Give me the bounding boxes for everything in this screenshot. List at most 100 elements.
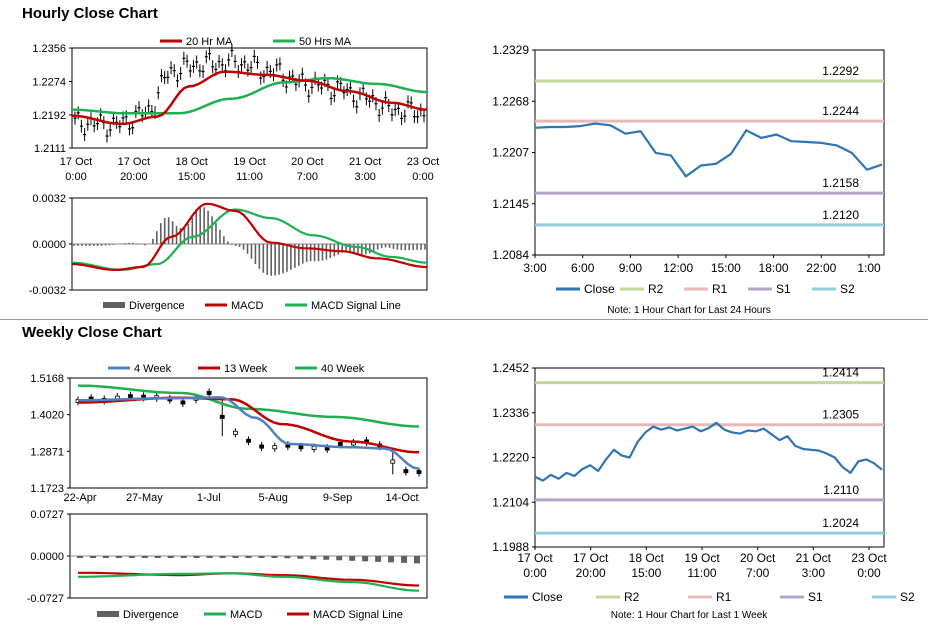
weekly-close-level-s2-label: 1.2024 (822, 516, 859, 530)
divergence-bar (77, 556, 83, 558)
hourly-legend-ma20-label: 20 Hr MA (186, 36, 233, 48)
weekly-price-xtick-label: 5-Aug (259, 492, 288, 504)
divergence-bar (349, 556, 356, 561)
weekly-close-xtick-label: 18 Oct (629, 551, 665, 565)
candle-body (390, 459, 396, 464)
hourly-price-xtick-label: 0:00 (65, 171, 86, 183)
weekly-price-plot-frame (69, 377, 428, 489)
hourly-ma20-line (71, 70, 428, 126)
weekly-close-note: Note: 1 Hour Chart for Last 1 Week (611, 610, 769, 621)
hourly-close-legend-close-label: Close (584, 282, 615, 296)
hourly-price-xtick-label: 3:00 (354, 171, 375, 183)
weekly-close-level-s1-label: 1.2110 (823, 483, 859, 497)
divergence-bar (154, 556, 161, 558)
divergence-bar (414, 556, 420, 564)
divergence-bar (388, 556, 395, 563)
hourly-close-xtick-label: 3:00 (523, 261, 547, 275)
candle-body (232, 430, 238, 435)
hourly-close-legend-r1-label: R1 (712, 282, 728, 296)
hourly-close-legend-s1-label: S1 (776, 282, 791, 296)
weekly-macd-ytick-label: 0.0727 (30, 509, 64, 521)
hourly-close-xtick-label: 6:00 (571, 261, 595, 275)
hourly-close-xtick-label: 18:00 (759, 261, 789, 275)
weekly-close-xtick-label: 21 Oct (796, 551, 832, 565)
candle-body (298, 445, 304, 450)
section-divider (0, 319, 928, 320)
divergence-bar (245, 556, 252, 558)
weekly-close-xtick-label: 11:00 (687, 566, 716, 580)
hourly-close-xtick-label: 9:00 (619, 261, 643, 275)
weekly-legend-40wk-label: 40 Week (321, 363, 365, 375)
weekly-legend-13wk-label: 13 Week (224, 363, 268, 375)
weekly-legend-4wk-label: 4 Week (134, 363, 172, 375)
weekly-macd-ytick-label: 0.0000 (30, 551, 64, 563)
hourly-price-xtick-label: 11:00 (236, 171, 263, 183)
hourly-legend-divergence-label: Divergence (129, 300, 185, 312)
hourly-close-ytick-label: 1.2207 (492, 146, 529, 160)
hourly-close-xtick-label: 22:00 (806, 261, 836, 275)
weekly-close-ytick-label: 1.2104 (492, 495, 529, 509)
divergence-bar (375, 556, 382, 562)
hourly-macd-ytick-label: 0.0032 (32, 193, 66, 205)
hourly-price-xtick-label: 21 Oct (349, 156, 381, 168)
divergence-bar (336, 556, 343, 561)
candle-body (219, 414, 225, 419)
hourly-close-xtick-label: 12:00 (663, 261, 693, 275)
weekly-legend-divergence-swatch (97, 611, 119, 617)
hourly-close-legend-s2-label: S2 (840, 282, 855, 296)
divergence-bar (284, 556, 291, 559)
weekly-price-ytick-label: 1.4020 (30, 410, 64, 422)
weekly-legend-signal-label: MACD Signal Line (313, 609, 403, 621)
hourly-close-ytick-label: 1.2329 (492, 43, 529, 57)
hourly-signal-line (71, 208, 428, 271)
weekly-price-xtick-label: 14-Oct (385, 492, 418, 504)
weekly-close-legend-close-label: Close (532, 590, 563, 604)
weekly-close-xtick-label: 3:00 (802, 566, 826, 580)
candle-body (272, 445, 278, 450)
weekly-price-xtick-label: 1-Jul (197, 492, 221, 504)
hourly-macd-ytick-label: -0.0032 (29, 285, 66, 297)
candle-body (416, 470, 422, 475)
weekly-close-xtick-label: 0:00 (857, 566, 881, 580)
weekly-price-xtick-label: 27-May (126, 492, 163, 504)
divergence-bar (219, 556, 226, 558)
candle-body (180, 400, 186, 405)
weekly-candles (75, 388, 422, 477)
weekly-close-xtick-label: 23 Oct (851, 551, 887, 565)
weekly-close-xtick-label: 17 Oct (573, 551, 609, 565)
weekly-close-xtick-label: 0:00 (523, 566, 547, 580)
weekly-macd-line (78, 572, 420, 592)
weekly-close-level-r1-label: 1.2305 (822, 408, 859, 422)
hourly-price-xtick-label: 15:00 (178, 171, 206, 183)
hourly-close-xtick-label: 15:00 (711, 261, 741, 275)
weekly-close-legend-r2-label: R2 (624, 590, 640, 604)
hourly-close-close-line (534, 122, 883, 178)
hourly-close-legend-r2-label: R2 (648, 282, 664, 296)
hourly-macd-ytick-label: 0.0000 (32, 239, 66, 251)
divergence-bar (193, 556, 200, 558)
hourly-price-xtick-label: 17 Oct (60, 156, 92, 168)
hourly-price-ytick-label: 1.2356 (32, 43, 66, 55)
divergence-bar (128, 556, 135, 558)
weekly-close-xtick-label: 15:00 (631, 566, 661, 580)
weekly-legend-macd-label: MACD (230, 609, 262, 621)
weekly-close-ytick-label: 1.2452 (492, 361, 529, 375)
weekly-close-close-line (534, 421, 883, 482)
candle-body (259, 444, 265, 449)
hourly-close-note: Note: 1 Hour Chart for Last 24 Hours (607, 305, 770, 316)
weekly-divergence-bars (77, 556, 420, 564)
divergence-bar (167, 556, 174, 558)
hourly-close-ytick-label: 1.2084 (492, 248, 529, 262)
weekly-macd-ytick-label: -0.0727 (27, 593, 64, 605)
weekly-section-title: Weekly Close Chart (22, 324, 162, 341)
weekly-close-level-r2-label: 1.2414 (822, 366, 859, 380)
divergence-bar (102, 556, 109, 558)
hourly-section-title: Hourly Close Chart (22, 5, 158, 22)
weekly-close-xtick-label: 17 Oct (517, 551, 553, 565)
divergence-bar (297, 556, 304, 559)
divergence-bar (141, 556, 148, 558)
weekly-close-legend-s1-label: S1 (808, 590, 823, 604)
hourly-price-plot-frame (71, 47, 428, 149)
weekly-close-legend-r1-label: R1 (716, 590, 732, 604)
